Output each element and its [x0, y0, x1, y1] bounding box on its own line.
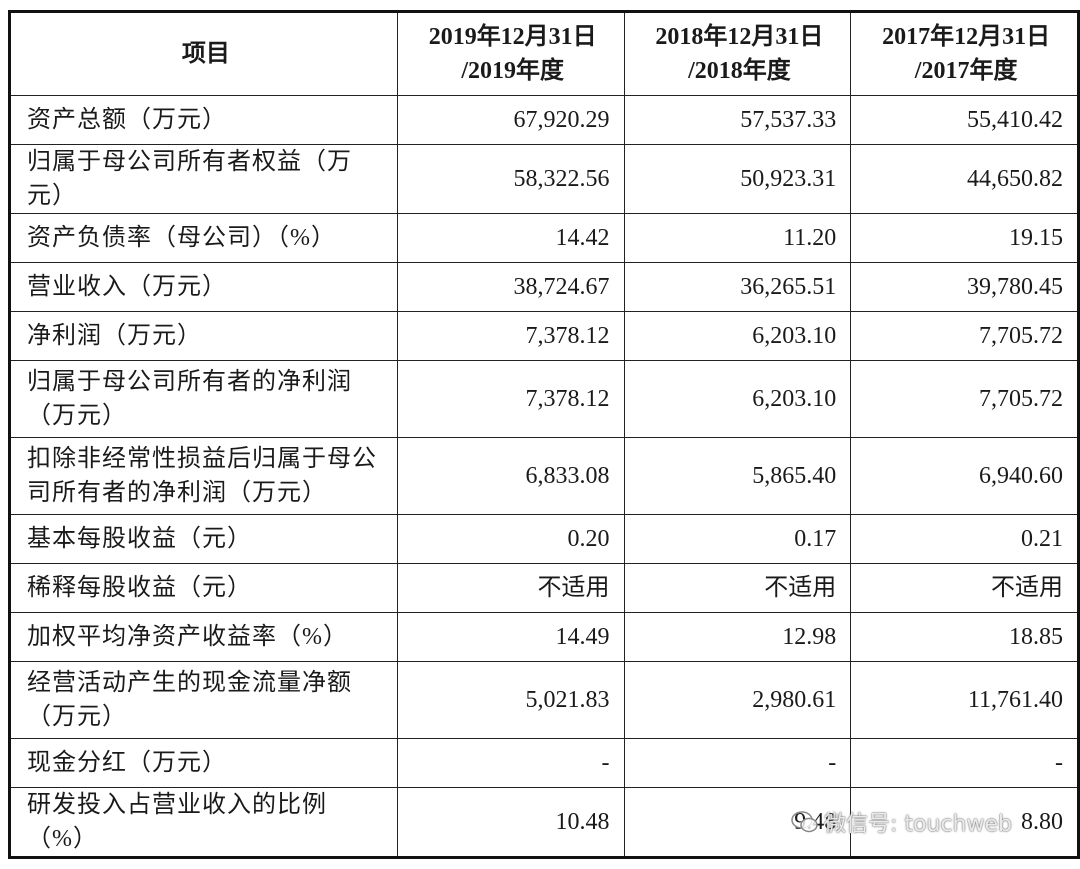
row-label: 资产总额（万元） [9, 95, 398, 145]
cell-2019: 0.20 [396, 514, 625, 564]
row-label: 营业收入（万元） [9, 262, 398, 312]
table-row: 现金分红（万元） - - - [9, 738, 1079, 788]
cell-2017: 39,780.45 [850, 262, 1079, 312]
cell-2018: 50,923.31 [623, 144, 852, 214]
cell-2017: 55,410.42 [850, 95, 1079, 145]
header-2019: 2019年12月31日/2019年度 [396, 11, 625, 96]
row-label: 加权平均净资产收益率（%） [9, 612, 398, 662]
row-label: 稀释每股收益（元） [9, 563, 398, 613]
table-row: 归属于母公司所有者的净利润（万元） 7,378.12 6,203.10 7,705.7… [9, 360, 1079, 438]
cell-2017: 11,761.40 [850, 661, 1079, 739]
cell-2018: 5,865.40 [623, 437, 852, 515]
table-row: 经营活动产生的现金流量净额（万元） 5,021.83 2,980.61 11,761.… [9, 661, 1079, 739]
table-row: 净利润（万元） 7,378.12 6,203.10 7,705.72 [9, 311, 1079, 361]
cell-2017: 6,940.60 [850, 437, 1079, 515]
cell-2017: 44,650.82 [850, 144, 1079, 214]
cell-2018: 2,980.61 [623, 661, 852, 739]
cell-2019: 5,021.83 [396, 661, 625, 739]
cell-2017: 8.80 [850, 787, 1079, 858]
cell-2019: 14.42 [396, 213, 625, 263]
cell-2019: 7,378.12 [396, 311, 625, 361]
row-label: 经营活动产生的现金流量净额（万元） [9, 661, 398, 739]
row-label: 扣除非经常性损益后归属于母公司所有者的净利润（万元） [9, 437, 398, 515]
header-label: 项目 [181, 41, 230, 67]
row-label: 现金分红（万元） [9, 738, 398, 788]
cell-2018: 不适用 [623, 563, 852, 613]
table-row: 加权平均净资产收益率（%） 14.49 12.98 18.85 [9, 612, 1079, 662]
cell-2017: 7,705.72 [850, 311, 1079, 361]
table-row: 研发投入占营业收入的比例（%）10.489.488.80 [9, 787, 1079, 858]
cell-2017: 19.15 [850, 213, 1079, 263]
table-row: 归属于母公司所有者权益（万元） 58,322.56 50,923.31 44,650.… [9, 144, 1079, 214]
header-label: 2017年12月31日 [882, 24, 1051, 50]
row-label: 研发投入占营业收入的比例（%） [9, 787, 398, 858]
header-2018: 2018年12月31日/2018年度 [623, 11, 852, 96]
table-row: 基本每股收益（元） 0.20 0.17 0.21 [9, 514, 1079, 564]
cell-2018: 6,203.10 [623, 311, 852, 361]
header-row: 项目 2019年12月31日/2019年度 2018年12月31日/2018年度… [9, 11, 1079, 96]
header-2017: 2017年12月31日/2017年度 [850, 11, 1079, 96]
row-label: 净利润（万元） [9, 311, 398, 361]
financial-summary-table: 项目 2019年12月31日/2019年度 2018年12月31日/2018年度… [8, 10, 1080, 859]
row-label: 资产负债率（母公司）（%） [9, 213, 398, 263]
table-row: 稀释每股收益（元） 不适用 不适用 不适用 [9, 563, 1079, 613]
table-row: 扣除非经常性损益后归属于母公司所有者的净利润（万元） 6,833.08 5,865.… [9, 437, 1079, 515]
table-row: 营业收入（万元） 38,724.67 36,265.51 39,780.45 [9, 262, 1079, 312]
cell-2019: 38,724.67 [396, 262, 625, 312]
cell-2019: 58,322.56 [396, 144, 625, 214]
cell-2019: 14.49 [396, 612, 625, 662]
header-label: 2018年12月31日 [655, 24, 824, 50]
cell-2017: 不适用 [850, 563, 1079, 613]
header-sublabel: /2017年度 [914, 58, 1018, 84]
header-item: 项目 [9, 11, 398, 96]
cell-2018: 36,265.51 [623, 262, 852, 312]
cell-2019: 不适用 [396, 563, 625, 613]
wechat-icon [791, 811, 818, 833]
watermark: 微信号: touchweb [790, 806, 1012, 838]
cell-2018: 57,537.33 [623, 95, 852, 145]
header-sublabel: /2019年度 [461, 58, 565, 84]
header-sublabel: /2018年度 [688, 58, 791, 84]
cell-2019: 67,920.29 [396, 95, 625, 145]
cell-2019: 10.48 [396, 787, 625, 858]
watermark-text: 微信号: touchweb [824, 812, 1012, 837]
cell-2017: 0.21 [850, 514, 1079, 564]
cell-2018: 11.20 [623, 213, 852, 263]
cell-2019: - [396, 738, 625, 788]
row-label: 基本每股收益（元） [9, 514, 398, 564]
cell-2017: - [850, 738, 1079, 788]
table-row: 资产总额（万元） 67,920.29 57,537.33 55,410.42 [9, 95, 1079, 145]
cell-2018: 0.17 [623, 514, 852, 564]
cell-2018: - [623, 738, 852, 788]
table-row: 资产负债率（母公司）（%） 14.42 11.20 19.15 [9, 213, 1079, 263]
header-label: 2019年12月31日 [428, 24, 597, 50]
cell-2017: 7,705.72 [850, 360, 1079, 438]
cell-2019: 6,833.08 [396, 437, 625, 515]
row-label: 归属于母公司所有者的净利润（万元） [9, 360, 398, 438]
cell-2018: 6,203.10 [623, 360, 852, 438]
cell-2017: 18.85 [850, 612, 1079, 662]
row-label: 归属于母公司所有者权益（万元） [9, 144, 398, 214]
cell-2019: 7,378.12 [396, 360, 625, 438]
cell-2018: 12.98 [623, 612, 852, 662]
